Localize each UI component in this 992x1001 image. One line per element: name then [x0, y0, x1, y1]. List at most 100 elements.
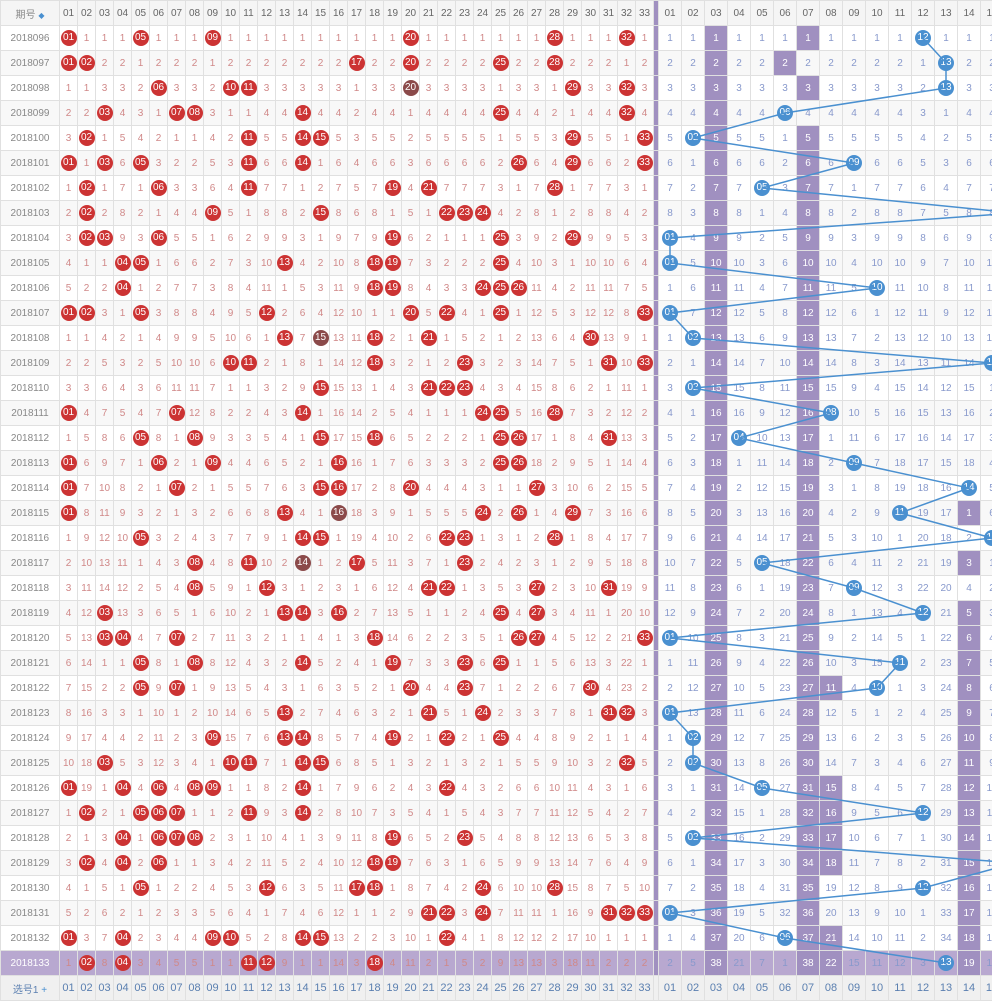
front-cell: 1 [132, 451, 150, 476]
footer-front-cell[interactable]: 13 [276, 976, 294, 1001]
footer-front-cell[interactable]: 01 [60, 976, 78, 1001]
front-cell: 5 [330, 126, 348, 151]
red-ball: 26 [511, 455, 527, 471]
footer-front-cell[interactable]: 28 [546, 976, 564, 1001]
front-cell: 2 [366, 926, 384, 951]
red-ball: 14 [295, 805, 311, 821]
footer-back-cell[interactable]: 15 [981, 976, 992, 1001]
footer-front-cell[interactable]: 23 [456, 976, 474, 1001]
front-cell: 2 [384, 326, 402, 351]
footer-front-cell[interactable]: 20 [402, 976, 420, 1001]
back-cell: 08 [820, 401, 843, 426]
footer-back-cell[interactable]: 02 [682, 976, 705, 1001]
footer-back-cell[interactable]: 14 [958, 976, 981, 1001]
footer-front-cell[interactable]: 02 [78, 976, 96, 1001]
front-cell: 32 [618, 751, 636, 776]
footer-back-cell[interactable]: 03 [705, 976, 728, 1001]
front-cell: 7 [402, 651, 420, 676]
footer-front-cell[interactable]: 17 [348, 976, 366, 1001]
front-cell: 12 [510, 926, 528, 951]
back-cell: 1 [981, 26, 992, 51]
front-cell: 1 [168, 701, 186, 726]
footer-back-cell[interactable]: 09 [843, 976, 866, 1001]
front-cell: 2 [204, 251, 222, 276]
footer-front-cell[interactable]: 31 [600, 976, 618, 1001]
header-row: 期号 ◆010203040506070809101112131415161718… [1, 1, 992, 26]
footer-back-cell[interactable]: 05 [751, 976, 774, 1001]
front-cell: 7 [528, 801, 546, 826]
footer-front-cell[interactable]: 21 [420, 976, 438, 1001]
front-cell: 3 [618, 826, 636, 851]
footer-front-cell[interactable]: 26 [510, 976, 528, 1001]
front-header: 22 [438, 1, 456, 26]
red-ball: 11 [241, 755, 257, 771]
footer-back-cell[interactable]: 13 [935, 976, 958, 1001]
front-cell: 13 [276, 601, 294, 626]
front-cell: 04 [114, 826, 132, 851]
footer-front-cell[interactable]: 15 [312, 976, 330, 1001]
back-cell: 7 [889, 176, 912, 201]
front-cell: 6 [492, 876, 510, 901]
back-cell: 1 [774, 26, 797, 51]
front-cell: 13 [510, 951, 528, 976]
footer-front-cell[interactable]: 14 [294, 976, 312, 1001]
footer-front-cell[interactable]: 11 [240, 976, 258, 1001]
back-cell: 3 [820, 476, 843, 501]
red-ball: 32 [619, 705, 635, 721]
footer-back-cell[interactable]: 01 [659, 976, 682, 1001]
footer-front-cell[interactable]: 25 [492, 976, 510, 1001]
front-cell: 7 [258, 176, 276, 201]
front-cell: 3 [222, 151, 240, 176]
footer-front-cell[interactable]: 07 [168, 976, 186, 1001]
footer-front-cell[interactable]: 30 [582, 976, 600, 1001]
front-cell: 13 [564, 826, 582, 851]
footer-back-cell[interactable]: 04 [728, 976, 751, 1001]
front-cell: 26 [510, 426, 528, 451]
front-cell: 13 [330, 926, 348, 951]
footer-back-cell[interactable]: 10 [866, 976, 889, 1001]
back-cell: 10 [843, 401, 866, 426]
front-cell: 16 [330, 601, 348, 626]
back-cell: 10 [728, 251, 751, 276]
front-cell: 6 [420, 151, 438, 176]
footer-label[interactable]: 选号1 + [1, 976, 60, 1001]
footer-front-cell[interactable]: 04 [114, 976, 132, 1001]
front-cell: 1 [186, 676, 204, 701]
front-cell: 4 [294, 901, 312, 926]
front-cell: 01 [60, 151, 78, 176]
period-header[interactable]: 期号 ◆ [1, 1, 60, 26]
footer-back-cell[interactable]: 11 [889, 976, 912, 1001]
footer-front-cell[interactable]: 22 [438, 976, 456, 1001]
footer-front-cell[interactable]: 18 [366, 976, 384, 1001]
footer-front-cell[interactable]: 24 [474, 976, 492, 1001]
front-cell: 14 [294, 526, 312, 551]
footer-front-cell[interactable]: 12 [258, 976, 276, 1001]
footer-front-cell[interactable]: 33 [636, 976, 654, 1001]
footer-front-cell[interactable]: 29 [564, 976, 582, 1001]
back-cell: 12 [958, 301, 981, 326]
footer-front-cell[interactable]: 08 [186, 976, 204, 1001]
footer-front-cell[interactable]: 10 [222, 976, 240, 1001]
footer-back-cell[interactable]: 06 [774, 976, 797, 1001]
red-ball: 24 [475, 905, 491, 921]
footer-front-cell[interactable]: 27 [528, 976, 546, 1001]
footer-front-cell[interactable]: 32 [618, 976, 636, 1001]
footer-front-cell[interactable]: 19 [384, 976, 402, 1001]
back-cell: 10 [981, 251, 992, 276]
front-cell: 1 [402, 101, 420, 126]
table-row: 2018119412031336516102113143162713511242… [1, 601, 992, 626]
footer-back-cell[interactable]: 12 [912, 976, 935, 1001]
footer-back-cell[interactable]: 08 [820, 976, 843, 1001]
footer-front-cell[interactable]: 06 [150, 976, 168, 1001]
back-cell: 6 [866, 426, 889, 451]
footer-back-cell[interactable]: 07 [797, 976, 820, 1001]
front-cell: 2 [132, 576, 150, 601]
footer-front-cell[interactable]: 03 [96, 976, 114, 1001]
footer-front-cell[interactable]: 05 [132, 976, 150, 1001]
front-cell: 3 [240, 626, 258, 651]
footer-front-cell[interactable]: 09 [204, 976, 222, 1001]
front-cell: 16 [564, 901, 582, 926]
back-cell: 11 [912, 301, 935, 326]
front-cell: 3 [294, 876, 312, 901]
footer-front-cell[interactable]: 16 [330, 976, 348, 1001]
